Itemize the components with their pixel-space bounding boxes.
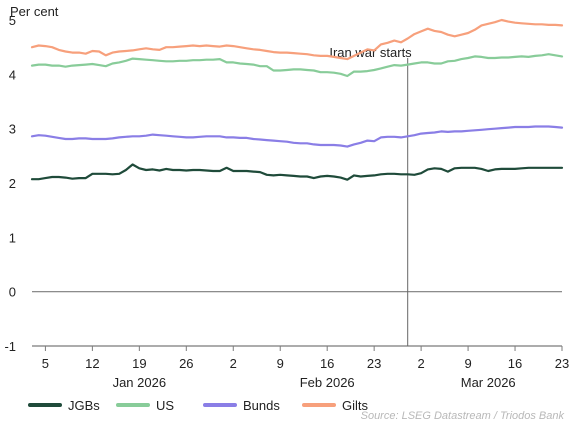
y-axis-ticks-group: -1 0 1 2 3 4 5: [4, 13, 16, 354]
series-group: [30, 18, 564, 181]
legend-group: JGBs US Bunds Gilts: [28, 398, 369, 413]
y-tick-label: 1: [9, 230, 16, 245]
x-tick-label: 9: [464, 356, 471, 371]
y-tick-label: 3: [9, 122, 16, 137]
legend-label-gilts: Gilts: [342, 398, 369, 413]
x-tick-label: 5: [42, 356, 49, 371]
x-tick-label: 26: [179, 356, 193, 371]
source-note: Source: LSEG Datastream / Triodos Bank: [360, 410, 564, 422]
x-tick-label: 12: [85, 356, 99, 371]
axes-group: [32, 291, 562, 347]
x-tick-label: 19: [132, 356, 146, 371]
month-label: Jan 2026: [113, 375, 167, 390]
series-gilts: [30, 18, 564, 61]
event-line-group: Iran war starts: [329, 45, 412, 346]
x-tick-label: 23: [367, 356, 381, 371]
x-tick-label: 2: [417, 356, 424, 371]
series-bunds: [30, 125, 564, 148]
legend-label-us: US: [156, 398, 174, 413]
legend-label-bunds: Bunds: [243, 398, 280, 413]
y-tick-label: -1: [4, 339, 16, 354]
month-label: Feb 2026: [300, 375, 355, 390]
y-axis-label: Per cent: [10, 4, 59, 19]
x-tick-label: 2: [230, 356, 237, 371]
y-tick-label: 2: [9, 176, 16, 191]
y-axis-label-group: Per cent: [10, 4, 59, 19]
legend-label-jgbs: JGBs: [68, 398, 100, 413]
y-tick-label: 4: [9, 67, 16, 82]
series-jgbs: [30, 163, 564, 181]
x-tick-label: 16: [508, 356, 522, 371]
x-tick-label: 16: [320, 356, 334, 371]
series-us: [30, 53, 564, 78]
event-label: Iran war starts: [329, 45, 412, 60]
x-tick-label: 23: [555, 356, 569, 371]
y-tick-label: 0: [9, 285, 16, 300]
x-axis-ticks-group: 5 12 19 26 2 9 16 23 2 9 16 23 Jan 2026 Feb 2026 Mar 2…: [42, 346, 569, 390]
x-tick-label: 9: [277, 356, 284, 371]
month-label: Mar 2026: [461, 375, 516, 390]
y-tick-label: 5: [9, 13, 16, 28]
